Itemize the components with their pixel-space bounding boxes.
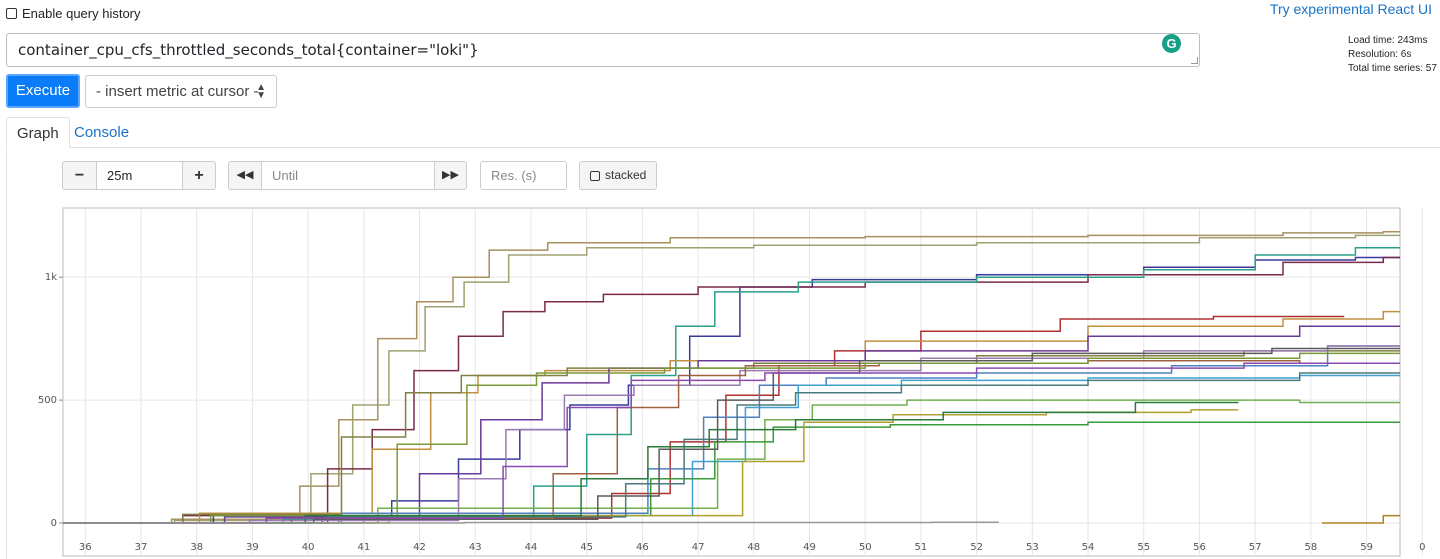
x-tick-label: 40	[302, 542, 315, 553]
series-line[interactable]	[63, 234, 1400, 524]
series-line[interactable]	[63, 325, 1400, 524]
x-tick-label: 53	[1026, 542, 1039, 553]
range-decrease-button[interactable]: −	[62, 161, 97, 190]
x-tick-label: 0	[1419, 542, 1425, 553]
query-history-label: Enable query history	[22, 6, 141, 21]
x-tick-label: 49	[803, 542, 816, 553]
x-tick-label: 50	[859, 542, 872, 553]
x-tick-label: 51	[915, 542, 928, 553]
grammarly-icon[interactable]: G	[1162, 34, 1181, 53]
query-history-toggle[interactable]: Enable query history	[6, 6, 141, 21]
stacked-checkbox[interactable]	[590, 170, 600, 181]
expression-input[interactable]: container_cpu_cfs_throttled_seconds_tota…	[6, 33, 1200, 67]
series-line[interactable]	[63, 362, 1400, 524]
x-tick-label: 54	[1082, 542, 1095, 553]
x-tick-label: 52	[970, 542, 983, 553]
chart-frame	[62, 207, 1401, 557]
stacked-toggle[interactable]: stacked	[579, 161, 657, 190]
tab-console[interactable]: Console	[74, 124, 130, 141]
execute-button[interactable]: Execute	[6, 74, 80, 108]
series-line[interactable]	[63, 230, 1400, 524]
series-line[interactable]	[63, 246, 1400, 524]
metric-select[interactable]: - insert metric at cursor - ▲ ▼	[85, 75, 277, 108]
x-tick-label: 57	[1249, 542, 1262, 553]
series-line[interactable]	[63, 345, 1400, 524]
x-tick-label: 44	[525, 542, 538, 553]
x-tick-label: 46	[636, 542, 649, 553]
x-tick-label: 56	[1193, 542, 1206, 553]
series-line[interactable]	[63, 310, 1400, 524]
x-tick-label: 38	[190, 542, 203, 553]
fast-forward-icon[interactable]: ▶▶	[434, 161, 467, 190]
series-line[interactable]	[63, 347, 1400, 524]
series-line[interactable]	[63, 372, 1400, 524]
metric-select-value: - insert metric at cursor -	[96, 83, 259, 100]
x-tick-label: 58	[1304, 542, 1317, 553]
resize-handle-icon[interactable]	[1191, 57, 1198, 64]
query-stats: Load time: 243ms Resolution: 6s Total ti…	[1348, 34, 1437, 76]
x-tick-label: 45	[580, 542, 593, 553]
graph-panel	[6, 148, 1440, 559]
series-line[interactable]	[63, 350, 1400, 524]
x-tick-label: 39	[246, 542, 259, 553]
series-line[interactable]	[63, 521, 999, 524]
x-tick-label: 59	[1360, 542, 1373, 553]
range-input[interactable]: 25m	[96, 161, 183, 190]
x-tick-label: 36	[79, 542, 92, 553]
tab-graph[interactable]: Graph	[6, 117, 70, 148]
x-tick-label: 37	[135, 542, 148, 553]
x-tick-label: 48	[747, 542, 760, 553]
resolution: Resolution: 6s	[1348, 49, 1412, 60]
total-series: Total time series: 57	[1348, 63, 1437, 74]
series-line[interactable]	[63, 401, 1239, 524]
query-history-checkbox[interactable]	[6, 8, 17, 19]
until-input[interactable]: Until	[261, 161, 435, 190]
x-tick-label: 55	[1137, 542, 1150, 553]
x-tick-label: 41	[357, 542, 370, 553]
load-time: Load time: 243ms	[1348, 35, 1428, 46]
x-tick-label: 43	[469, 542, 482, 553]
graph-chart[interactable]: 36 37 38 39 40 41 42 43 44 45 46 47 48 49 50 51 52 53 54 55…	[0, 200, 1440, 559]
series-line[interactable]	[63, 345, 1400, 524]
series-line[interactable]	[63, 409, 1239, 524]
y-tick-label: 1k	[45, 272, 57, 283]
x-tick-label: 42	[413, 542, 426, 553]
y-tick-label: 0	[51, 518, 57, 529]
resolution-input[interactable]: Res. (s)	[480, 161, 567, 190]
series-line[interactable]	[1322, 514, 1400, 524]
y-tick-label: 500	[38, 395, 57, 406]
rewind-icon[interactable]: ◀◀	[228, 161, 262, 190]
tab-bar: Graph Console	[6, 117, 1440, 148]
select-arrows-icon: ▲ ▼	[256, 82, 266, 101]
react-ui-link[interactable]: Try experimental React UI	[1269, 1, 1432, 17]
x-tick-label: 47	[692, 542, 705, 553]
stacked-label: stacked	[605, 168, 647, 182]
range-increase-button[interactable]: +	[182, 161, 216, 190]
